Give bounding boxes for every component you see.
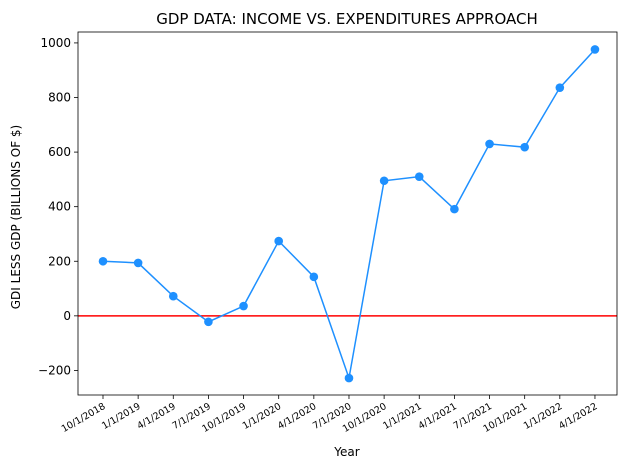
y-tick-label: −200 — [38, 363, 71, 377]
data-point — [168, 291, 178, 301]
data-point — [274, 236, 284, 246]
y-tick-label: 1000 — [40, 36, 71, 50]
data-point — [485, 139, 494, 149]
y-tick-label: 400 — [48, 200, 71, 214]
y-axis-label: GDI LESS GDP (BILLIONS OF $) — [9, 125, 23, 310]
x-tick-label: 4/1/2020 — [276, 401, 318, 432]
y-tick-label: 0 — [63, 309, 71, 323]
x-tick-label: 4/1/2019 — [135, 401, 177, 432]
plot-area: −2000200400600800100010/1/20181/1/20194/… — [38, 31, 618, 435]
y-tick-label: 800 — [48, 91, 71, 105]
x-tick-label: 1/1/2019 — [100, 401, 142, 432]
data-point — [555, 83, 565, 92]
x-tick-label: 1/1/2022 — [522, 401, 564, 432]
data-point — [204, 317, 213, 327]
data-point — [344, 373, 354, 383]
data-point — [414, 172, 424, 181]
y-tick-label: 600 — [48, 145, 71, 159]
data-point — [133, 258, 143, 268]
y-tick-label: 200 — [48, 254, 71, 268]
chart-title: GDP DATA: INCOME VS. EXPENDITURES APPROA… — [156, 10, 538, 28]
data-point — [309, 272, 319, 282]
data-point — [590, 45, 600, 54]
data-point — [379, 176, 389, 186]
data-point — [520, 142, 529, 152]
x-tick-label: 4/1/2022 — [557, 401, 599, 432]
x-tick-label: 4/1/2021 — [416, 401, 458, 432]
x-tick-label: 1/1/2020 — [241, 401, 283, 432]
series-line — [102, 48, 596, 382]
x-tick-label: 1/1/2021 — [381, 401, 423, 432]
axes-frame — [77, 31, 618, 396]
data-point — [98, 256, 108, 266]
data-point — [239, 301, 248, 311]
x-tick-label: 10/1/2018 — [60, 401, 108, 435]
x-axis-label: Year — [333, 445, 359, 459]
data-point — [450, 204, 459, 214]
